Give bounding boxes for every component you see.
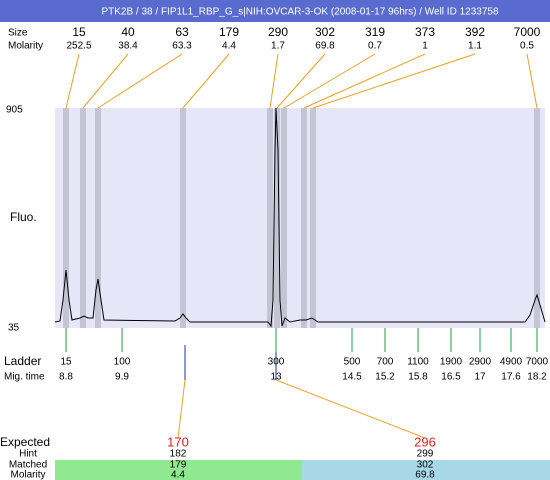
expected-label: Expected (0, 435, 50, 449)
peak-size: 392 (465, 25, 485, 39)
mig-time-label: Mig. time (4, 372, 45, 383)
ladder-time: 13 (270, 372, 282, 383)
matched-size: 302 (417, 460, 434, 471)
peak-molarity: 4.4 (222, 41, 236, 52)
peak-size: 319 (365, 25, 385, 39)
peak-size: 290 (268, 25, 288, 39)
peak-size: 373 (415, 25, 435, 39)
ladder-time: 15.2 (375, 372, 395, 383)
matched-molarity: 4.4 (171, 470, 185, 480)
molarity-row-label: Molarity (10, 470, 45, 480)
matched-band (55, 460, 302, 470)
peak-molarity: 0.7 (368, 41, 382, 52)
ladder-size: 7000 (526, 357, 549, 368)
header-title: PTK2B / 38 / FIP1L1_RBP_G_s|NIH:OVCAR-3-… (101, 7, 498, 18)
hint-label: Hint (19, 449, 37, 460)
peak-link (182, 53, 230, 109)
peak-link (97, 53, 183, 109)
peak-link (276, 53, 326, 109)
peak-link (312, 53, 476, 109)
ladder-size: 100 (114, 357, 131, 368)
y-label: Fluo. (10, 210, 37, 224)
peak-molarity: 0.5 (520, 41, 534, 52)
peak-band (274, 108, 280, 328)
ladder-size: 4900 (500, 357, 523, 368)
matched-label: Matched (9, 460, 47, 471)
peak-link (526, 53, 538, 109)
y-min: 35 (8, 323, 20, 334)
ladder-label: Ladder (4, 354, 41, 368)
peak-size: 179 (219, 25, 239, 39)
ladder-time: 17 (474, 372, 486, 383)
peak-size: 40 (121, 25, 135, 39)
peak-band (301, 108, 307, 328)
ladder-size: 1900 (440, 357, 463, 368)
peak-molarity: 1.1 (468, 41, 482, 52)
matched-molarity: 69.8 (415, 470, 435, 480)
ladder-size: 15 (60, 357, 72, 368)
expected-size: 170 (167, 434, 189, 449)
matched-band (302, 460, 550, 480)
matched-band (55, 470, 302, 480)
peak-link (283, 53, 376, 109)
peak-size: 302 (315, 25, 335, 39)
peak-link (82, 53, 129, 109)
peak-molarity: 38.4 (118, 41, 138, 52)
ladder-time: 14.5 (342, 372, 362, 383)
peak-molarity: 63.3 (172, 41, 192, 52)
peak-link (65, 53, 80, 109)
peak-size: 15 (72, 25, 86, 39)
peak-link (303, 53, 426, 109)
peak-molarity: 69.8 (315, 41, 335, 52)
peak-size: 7000 (514, 25, 541, 39)
plot-area (55, 108, 545, 328)
ladder-time: 16.5 (441, 372, 461, 383)
ladder-size: 300 (268, 357, 285, 368)
ladder-time: 8.8 (59, 372, 73, 383)
ladder-time: 15.8 (408, 372, 428, 383)
peak-size: 63 (175, 25, 189, 39)
peak-molarity: 1 (422, 41, 428, 52)
size-label: Size (8, 28, 28, 39)
target-link (177, 379, 186, 439)
ladder-size: 2900 (469, 357, 492, 368)
peak-molarity: 1.7 (271, 41, 285, 52)
ladder-size: 700 (377, 357, 394, 368)
ladder-size: 1100 (407, 357, 429, 368)
peak-band (180, 108, 186, 328)
y-max: 905 (6, 105, 23, 116)
hint-size: 299 (417, 449, 434, 460)
peak-band (63, 108, 69, 328)
peak-band (534, 108, 540, 328)
peak-molarity: 252.5 (66, 41, 91, 52)
ladder-time: 18.2 (527, 372, 547, 383)
trace (54, 107, 546, 328)
peak-band (281, 108, 287, 328)
peak-band (310, 108, 316, 328)
peak-band (95, 108, 101, 328)
matched-size: 179 (170, 460, 187, 471)
expected-size: 296 (414, 434, 436, 449)
hint-size: 182 (170, 449, 187, 460)
ladder-size: 500 (344, 357, 361, 368)
ladder-time: 17.6 (501, 372, 521, 383)
molarity-label: Molarity (8, 41, 43, 52)
peak-band (267, 108, 273, 328)
peak-link (269, 53, 279, 109)
peak-band (80, 108, 86, 328)
target-link (275, 379, 426, 439)
header-bar (0, 0, 550, 22)
ladder-time: 9.9 (115, 372, 129, 383)
